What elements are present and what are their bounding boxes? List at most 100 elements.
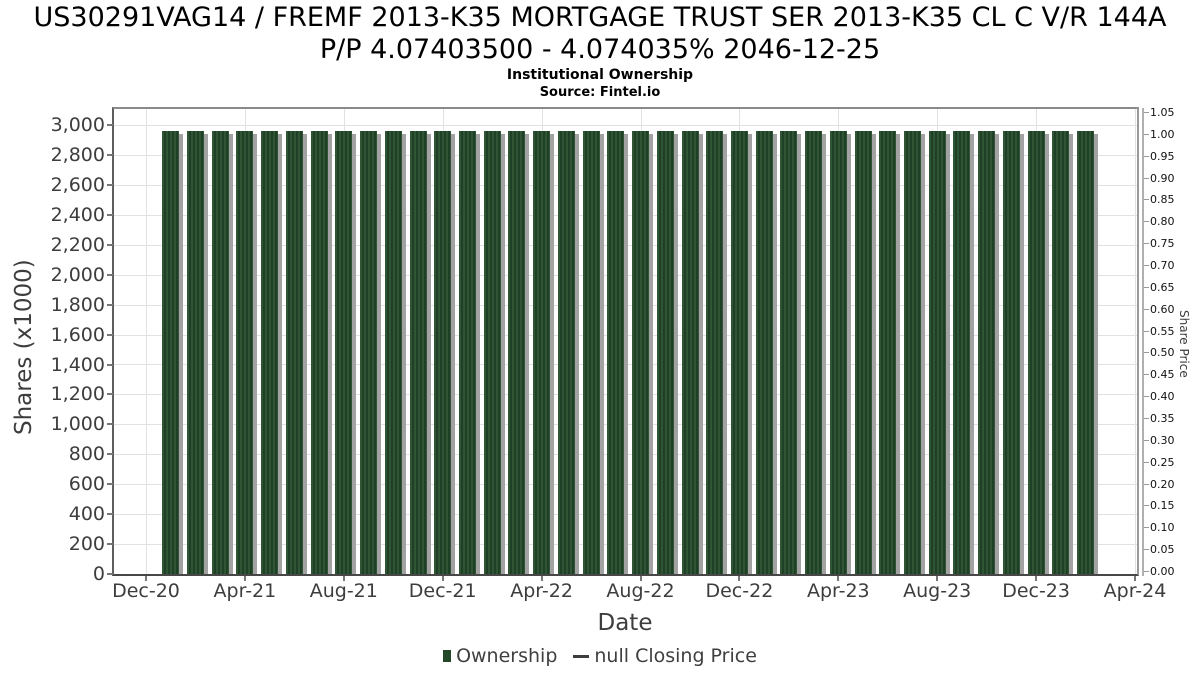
left-axis-tick-label: 1,600 — [50, 323, 105, 346]
ownership-bar — [829, 131, 847, 574]
legend: Ownership null Closing Price — [0, 645, 1200, 667]
h-gridline — [114, 184, 1137, 186]
right-axis-tick-label: 1.00 — [1150, 127, 1175, 141]
ownership-bar — [285, 131, 303, 574]
x-axis-tick-label: Apr-21 — [213, 580, 277, 602]
legend-label-closing-price: null Closing Price — [594, 645, 757, 667]
right-axis-tick — [1144, 396, 1149, 398]
h-gridline — [114, 394, 1137, 396]
left-axis-tick-label: 2,600 — [50, 173, 105, 196]
x-axis-tick-label: Dec-23 — [1002, 580, 1070, 602]
right-axis-tick — [1144, 549, 1149, 551]
right-axis-tick — [1144, 374, 1149, 376]
ownership-bar — [434, 131, 452, 574]
ownership-bar — [533, 131, 551, 574]
left-axis-tick-label: 1,000 — [50, 413, 105, 436]
left-axis-tick — [107, 183, 113, 186]
ownership-bar — [384, 131, 402, 574]
left-axis-tick — [107, 243, 113, 246]
left-axis-tick — [107, 393, 113, 396]
left-axis-tick — [107, 513, 113, 516]
right-axis-tick — [1144, 199, 1149, 201]
h-gridline — [114, 514, 1137, 516]
h-gridline — [114, 274, 1137, 276]
ownership-bar — [360, 131, 377, 574]
x-axis-tick — [1035, 576, 1038, 581]
right-axis-tick — [1144, 483, 1149, 485]
x-axis-tick — [540, 576, 543, 581]
right-axis-title: Share Price — [1177, 310, 1191, 378]
left-axis-tick — [107, 363, 113, 366]
ownership-bar — [780, 131, 798, 574]
right-axis-tick — [1144, 571, 1149, 572]
x-axis-tick — [738, 576, 741, 581]
ownership-bar-swatch-icon — [443, 650, 452, 662]
right-axis-tick-label: 0.80 — [1150, 215, 1175, 229]
ownership-bar — [236, 131, 254, 574]
h-gridline — [114, 544, 1137, 546]
right-axis-tick — [1144, 330, 1149, 332]
x-axis-tick — [441, 576, 444, 581]
x-axis-tick — [145, 576, 147, 581]
left-axis-tick-label: 3,000 — [50, 114, 105, 136]
ownership-bar — [681, 131, 699, 574]
left-axis-tick-label: 600 — [68, 473, 105, 496]
chart-source-credit: Source: Fintel.io — [539, 85, 661, 100]
h-gridline — [114, 154, 1137, 156]
legend-label-ownership: Ownership — [456, 645, 558, 667]
right-axis-tick-label: 0.20 — [1150, 477, 1175, 491]
right-axis-tick-label: 0.15 — [1150, 499, 1175, 513]
left-axis-tick — [107, 423, 113, 426]
right-axis-tick-label: 0.40 — [1150, 390, 1175, 404]
chart-title-line2: P/P 4.07403500 - 4.074035% 2046-12-25 — [319, 34, 881, 65]
left-axis-tick-label: 200 — [68, 533, 105, 556]
x-axis-tick-label: Dec-21 — [408, 580, 477, 602]
right-axis-tick — [1144, 155, 1149, 157]
right-axis-tick-label: 1.05 — [1150, 106, 1175, 119]
right-axis-tick — [1144, 308, 1149, 310]
ownership-bar — [409, 131, 427, 574]
chart-subtitle: Institutional Ownership — [506, 67, 694, 83]
right-axis-tick — [1144, 527, 1149, 529]
right-axis-tick — [1144, 439, 1149, 441]
left-axis-tick-label: 0 — [92, 563, 105, 585]
right-axis-tick — [1144, 243, 1149, 245]
left-axis-tick — [107, 124, 113, 126]
ownership-bar — [953, 131, 971, 574]
h-gridline — [114, 125, 1137, 126]
ownership-bar — [187, 131, 204, 574]
right-axis-tick-label: 0.65 — [1150, 280, 1175, 294]
ownership-bar — [458, 131, 476, 574]
right-axis-tick — [1144, 112, 1149, 113]
ownership-bar — [335, 131, 353, 574]
h-gridline — [114, 454, 1137, 456]
x-axis-tick-label: Aug-21 — [309, 580, 378, 602]
h-gridline — [114, 334, 1137, 336]
x-axis-tick — [342, 576, 345, 581]
ownership-bar — [928, 131, 946, 574]
right-axis-tick-label: 0.60 — [1150, 302, 1175, 316]
left-axis-tick — [107, 303, 113, 306]
x-axis-tick-label: Apr-23 — [806, 580, 870, 602]
h-gridline — [114, 364, 1137, 366]
chart-title-line1: US30291VAG14 / FREMF 2013-K35 MORTGAGE T… — [33, 2, 1167, 33]
v-gridline — [1135, 109, 1136, 574]
ownership-bar — [805, 131, 823, 574]
right-axis-tick-label: 0.50 — [1150, 346, 1175, 360]
ownership-bar — [854, 131, 872, 574]
left-axis-tick-label: 2,800 — [50, 143, 105, 166]
left-axis-tick — [107, 213, 113, 216]
x-axis-tick-label: Apr-22 — [510, 580, 573, 602]
right-axis-tick-label: 0.05 — [1150, 543, 1175, 557]
ownership-bar — [1077, 131, 1095, 574]
h-gridline — [114, 484, 1137, 486]
ownership-bar — [879, 131, 897, 574]
ownership-bar — [1002, 131, 1020, 574]
ownership-bar — [1027, 131, 1045, 574]
right-axis-tick-label: 0.70 — [1150, 259, 1175, 272]
ownership-bar — [261, 131, 279, 574]
ownership-bar — [211, 131, 229, 574]
left-axis-tick — [107, 453, 113, 456]
chart-title: US30291VAG14 / FREMF 2013-K35 MORTGAGE T… — [0, 2, 1200, 66]
